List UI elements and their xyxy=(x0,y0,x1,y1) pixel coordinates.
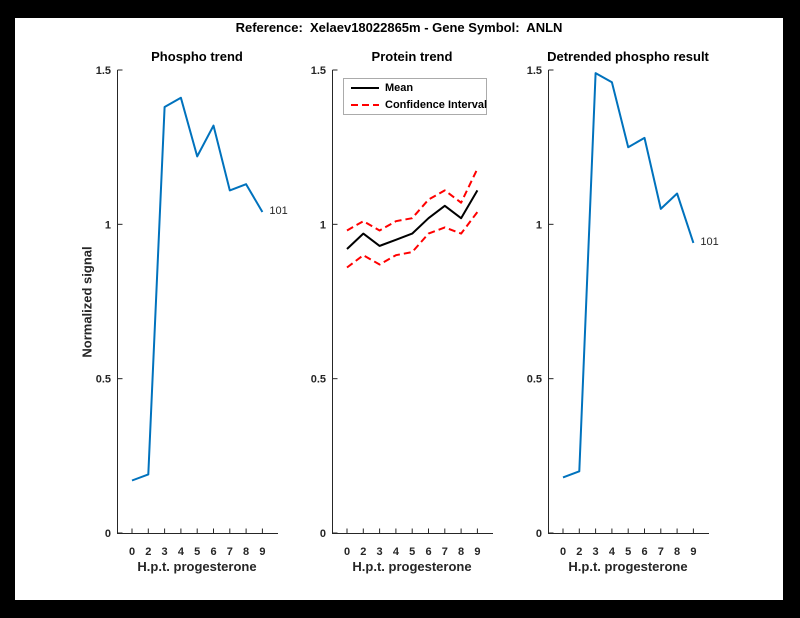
figure-title: Reference: Xelaev18022865m - Gene Symbol… xyxy=(235,20,563,35)
figure-canvas xyxy=(15,18,783,600)
mean-line-sample-icon xyxy=(351,87,379,89)
x-tick-label: 0 xyxy=(129,546,135,558)
x-tick-label: 0 xyxy=(344,546,350,558)
x-tick-label: 8 xyxy=(458,546,464,558)
y-tick-label: 0 xyxy=(536,528,542,540)
subplot-protein-trend: 0 2 3 4 5 6 7 8 900.511.5 xyxy=(311,65,493,558)
x-tick-label: 7 xyxy=(227,546,233,558)
x-tick-label: 3 xyxy=(377,546,383,558)
y-tick-label: 1 xyxy=(320,219,326,231)
x-tick-label: 6 xyxy=(425,546,431,558)
legend-label-confidence-interval: Confidence Interval xyxy=(385,99,488,111)
series-mean xyxy=(346,189,479,250)
axes-lines xyxy=(117,70,278,534)
legend-entry-mean: Mean xyxy=(351,82,486,95)
x-tick-label: 5 xyxy=(409,546,415,558)
x-axis-label-2: H.p.t. progesterone xyxy=(352,559,472,574)
axes-lines xyxy=(548,70,709,534)
x-tick-label: 9 xyxy=(259,546,265,558)
subplot-title-phospho-trend: Phospho trend xyxy=(151,49,243,64)
ci-line-sample-icon xyxy=(351,103,379,107)
x-tick-label: 6 xyxy=(210,546,216,558)
y-tick-label: 1 xyxy=(105,219,111,231)
y-tick-label: 0 xyxy=(320,528,326,540)
series-end-annotation-detrended: 101 xyxy=(700,235,719,248)
series-confidence-interval-upper xyxy=(346,168,479,232)
x-tick-label: 9 xyxy=(690,546,696,558)
x-tick-label: 9 xyxy=(474,546,480,558)
x-tick-label: 4 xyxy=(178,546,185,558)
x-tick-label: 5 xyxy=(625,546,631,558)
y-tick-label: 1.5 xyxy=(96,65,111,77)
y-tick-label: 1.5 xyxy=(527,65,542,77)
x-axis-label-1: H.p.t. progesterone xyxy=(137,559,257,574)
series-phospho-signal xyxy=(131,96,264,482)
subplot-title-detrended-phospho-result: Detrended phospho result xyxy=(547,49,709,64)
series-detrended-phospho-signal xyxy=(562,72,695,479)
x-tick-label: 5 xyxy=(194,546,200,558)
x-tick-label: 6 xyxy=(641,546,647,558)
x-tick-label: 3 xyxy=(593,546,599,558)
y-tick-label: 1.5 xyxy=(311,65,326,77)
x-tick-label: 3 xyxy=(162,546,168,558)
x-tick-label: 2 xyxy=(145,546,151,558)
y-tick-label: 0.5 xyxy=(96,374,111,386)
x-axis-label-3: H.p.t. progesterone xyxy=(568,559,688,574)
x-tick-label: 7 xyxy=(442,546,448,558)
series-confidence-interval-lower xyxy=(346,211,479,269)
y-tick-label: 0 xyxy=(105,528,111,540)
x-tick-label: 7 xyxy=(658,546,664,558)
x-tick-label: 8 xyxy=(243,546,249,558)
legend-label-mean: Mean xyxy=(385,82,414,94)
y-tick-label: 1 xyxy=(536,219,542,231)
x-tick-label: 4 xyxy=(393,546,400,558)
legend-box: Mean Confidence Interval xyxy=(343,78,487,115)
y-tick-label: 0.5 xyxy=(311,374,326,386)
x-tick-label: 8 xyxy=(674,546,680,558)
y-tick-label: 0.5 xyxy=(527,374,542,386)
subplot-title-protein-trend: Protein trend xyxy=(371,49,453,64)
subplot-phospho-trend: 0 2 3 4 5 6 7 8 900.511.5 xyxy=(96,65,278,558)
x-tick-label: 4 xyxy=(609,546,616,558)
axes-lines xyxy=(332,70,493,534)
subplot-detrended-phospho-result: 0 2 3 4 5 6 7 8 900.511.5 xyxy=(527,65,709,558)
x-tick-label: 0 xyxy=(560,546,566,558)
x-tick-label: 2 xyxy=(576,546,582,558)
x-tick-label: 2 xyxy=(360,546,366,558)
legend-entry-confidence-interval: Confidence Interval xyxy=(351,99,488,112)
series-end-annotation-phospho: 101 xyxy=(269,204,288,217)
